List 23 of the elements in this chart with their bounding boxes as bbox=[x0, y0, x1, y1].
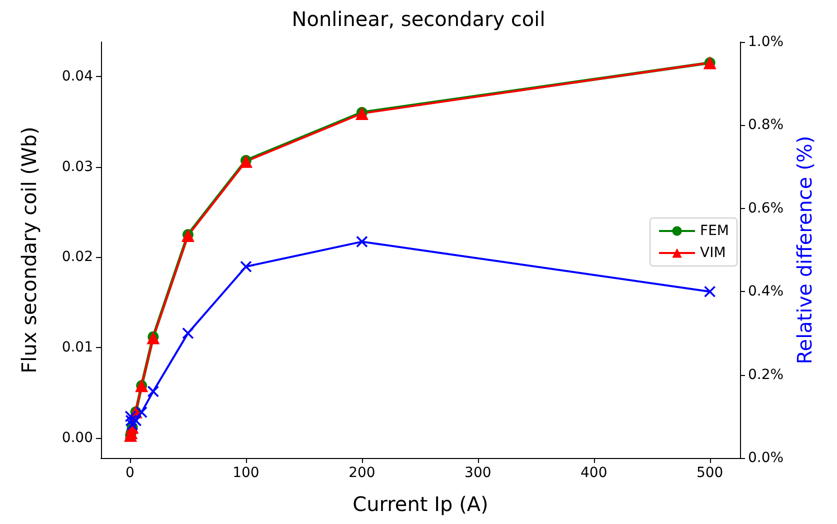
legend-label: FEM bbox=[700, 223, 730, 239]
y2-tick-label: 0.2% bbox=[748, 366, 784, 383]
x-tick-label: 100 bbox=[232, 465, 260, 481]
y2-tick-label: 0.0% bbox=[748, 450, 784, 466]
legend-label: VIM bbox=[700, 245, 726, 261]
y-axis-title: Flux secondary coil (Wb) bbox=[17, 126, 41, 374]
y-tick-label: 0.03 bbox=[62, 158, 93, 175]
y2-axis-title: Relative difference (%) bbox=[792, 136, 816, 364]
y-tick-label: 0.04 bbox=[62, 68, 94, 84]
x-tick-label: 500 bbox=[696, 465, 724, 481]
chart-title: Nonlinear, secondary coil bbox=[292, 7, 546, 31]
y2-tick-label: 1.0% bbox=[748, 34, 784, 50]
y2-tick-label: 0.6% bbox=[748, 200, 784, 216]
x-axis-title: Current Ip (A) bbox=[352, 492, 488, 516]
y2-tick-label: 0.4% bbox=[748, 284, 784, 300]
y-tick-label: 0.01 bbox=[62, 340, 93, 356]
y2-tick-label: 0.8% bbox=[748, 117, 784, 134]
x-tick-label: 0 bbox=[126, 465, 134, 481]
y-tick-label: 0.00 bbox=[62, 430, 93, 446]
x-tick-label: 400 bbox=[580, 465, 608, 481]
x-tick-label: 300 bbox=[464, 465, 492, 481]
x-tick-label: 200 bbox=[348, 465, 376, 481]
y-tick-label: 0.02 bbox=[62, 249, 93, 266]
